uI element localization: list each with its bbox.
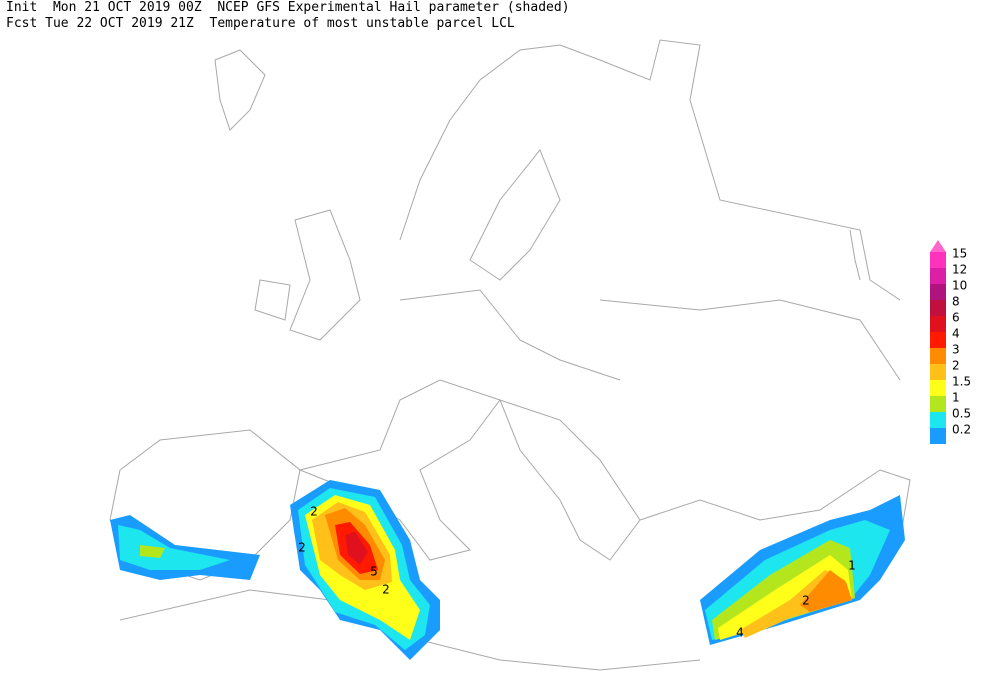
header-line: Init Mon 21 OCT 2019 00Z NCEP GFS Experi… — [6, 0, 570, 15]
legend-label: 12 — [952, 263, 967, 277]
legend-label: 6 — [952, 311, 960, 325]
header-line: Fcst Tue 22 OCT 2019 21Z Temperature of … — [6, 16, 515, 31]
contour-label: 2 — [310, 505, 318, 519]
legend-label: 4 — [952, 327, 960, 341]
legend-arrow — [930, 240, 946, 252]
legend-swatch — [930, 396, 946, 412]
legend-label: 1.5 — [952, 375, 971, 389]
legend-label: 1 — [952, 391, 960, 405]
legend-label: 10 — [952, 279, 967, 293]
legend-swatch — [930, 412, 946, 428]
contour-label: 1 — [848, 559, 856, 573]
legend-swatch — [930, 316, 946, 332]
legend-swatch — [930, 332, 946, 348]
legend: 15 12 10 8 6 4 3 2 1.5 1 0.5 0.2 — [930, 240, 971, 444]
contour-label: 2 — [298, 541, 306, 555]
legend-swatch — [930, 284, 946, 300]
legend-label: 2 — [952, 359, 960, 373]
legend-swatch — [930, 300, 946, 316]
legend-swatch — [930, 348, 946, 364]
legend-label: 15 — [952, 247, 967, 261]
contour-label: 4 — [736, 626, 744, 640]
legend-label: 8 — [952, 295, 960, 309]
legend-label: 0.2 — [952, 423, 971, 437]
hail-shading — [110, 480, 905, 660]
legend-label: 3 — [952, 343, 960, 357]
legend-swatch — [930, 268, 946, 284]
legend-swatch — [930, 252, 946, 268]
contour-label: 5 — [370, 565, 378, 579]
legend-swatch — [930, 380, 946, 396]
legend-swatch — [930, 428, 946, 444]
legend-label: 0.5 — [952, 407, 971, 421]
legend-swatch — [930, 364, 946, 380]
contour-label: 2 — [382, 583, 390, 597]
contour-label: 2 — [802, 594, 810, 608]
